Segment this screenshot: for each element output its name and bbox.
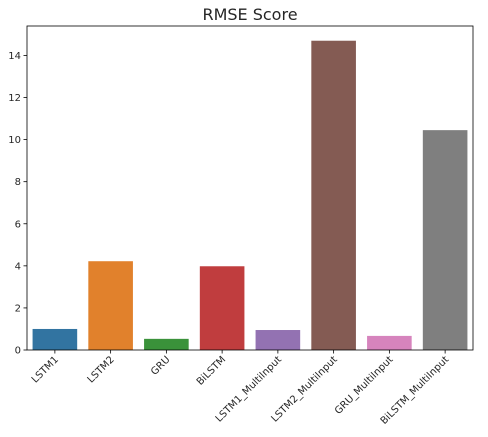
y-tick-label: 0 [15,346,21,357]
bar-gru-multiinput [367,335,412,350]
bar-lstm2-multiinput [311,40,356,351]
bars-group [32,40,468,351]
bar-lstm1 [32,328,78,350]
y-tick-label: 4 [15,261,21,272]
chart-title: RMSE Score [202,5,297,24]
x-tick-label: LSTM2 [86,354,117,385]
x-axis: LSTM1 LSTM2 GRU BiLSTMLSTM1_MultiInputLSTM2… [30,350,451,427]
bar-lstm1-multiinput [255,330,301,350]
y-tick-label: 12 [8,93,21,104]
y-tick-label: 14 [8,51,21,62]
bar-bilstm-multiinput [422,130,468,350]
y-tick-label: 2 [15,303,21,314]
bar-gru [144,338,189,350]
x-tick-label: GRU [149,354,172,377]
x-tick-label: LSTM1 [30,354,61,385]
bar-bilstm [199,266,245,350]
bar-lstm2 [88,261,133,350]
y-axis: 0 2 4 6 8 10 12 14 [8,51,27,357]
y-tick-label: 6 [15,219,21,230]
x-tick-label: GRU_MultiInput [333,354,396,417]
y-tick-label: 8 [15,177,21,188]
y-tick-label: 10 [8,135,21,146]
x-tick-label: BiLSTM [195,354,228,387]
plot-frame [26,25,474,351]
